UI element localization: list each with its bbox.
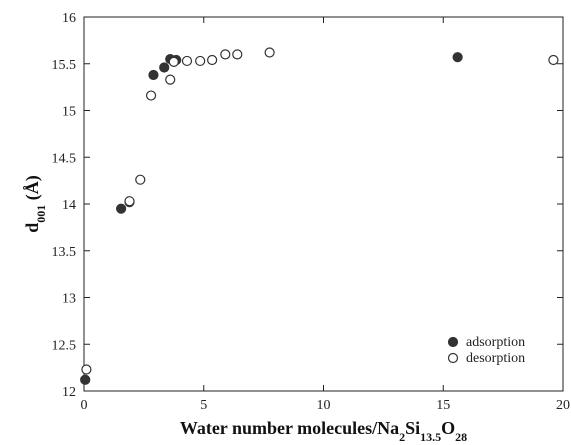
- x-tick-label: 10: [317, 398, 331, 413]
- data-points: [80, 47, 559, 385]
- desorption-point: [264, 47, 275, 58]
- y-tick-label: 15: [62, 105, 76, 120]
- desorption-point: [81, 364, 92, 375]
- desorption-point: [124, 196, 135, 207]
- y-tick-label: 15.5: [52, 58, 77, 73]
- x-tick-label: 5: [200, 398, 207, 413]
- x-axis-ticks: 0 5 10 15 20: [81, 17, 570, 413]
- y-tick-label: 14.5: [52, 151, 77, 166]
- desorption-point: [145, 90, 157, 101]
- desorption-point: [195, 55, 206, 67]
- desorption-point: [181, 55, 193, 67]
- y-tick-label: 13: [62, 292, 76, 307]
- adsorption-point: [452, 52, 463, 63]
- y-tick-label: 12: [62, 385, 76, 400]
- x-tick-label: 20: [556, 398, 570, 413]
- y-tick-label: 12.5: [52, 338, 77, 353]
- legend-label-desorption: desorption: [466, 351, 525, 366]
- x-tick-label: 0: [81, 398, 88, 413]
- adsorption-point: [148, 69, 159, 81]
- desorption-point: [548, 54, 559, 66]
- y-axis-title: d001 (Å): [22, 175, 48, 233]
- desorption-point: [168, 56, 179, 67]
- desorption-point: [220, 49, 231, 60]
- desorption-point: [165, 74, 176, 85]
- desorption-point: [232, 49, 243, 60]
- legend-marker-desorption: [447, 352, 459, 364]
- x-axis-title: Water number molecules/Na2Si13.5O28: [180, 418, 467, 444]
- adsorption-point: [116, 203, 127, 214]
- desorption-point: [207, 54, 218, 66]
- adsorption-point: [159, 62, 170, 73]
- adsorption-point: [80, 374, 91, 385]
- y-tick-label: 16: [62, 11, 76, 26]
- x-tick-label: 15: [436, 398, 450, 413]
- desorption-point: [135, 174, 146, 185]
- y-tick-label: 14: [62, 198, 76, 213]
- y-tick-label: 13.5: [52, 245, 77, 260]
- y-axis-ticks: 12 12.5 13 13.5 14 14.5 15 15.5 16: [52, 11, 563, 400]
- legend-label-adsorption: adsorption: [466, 335, 525, 350]
- legend-marker-adsorption: [447, 336, 459, 348]
